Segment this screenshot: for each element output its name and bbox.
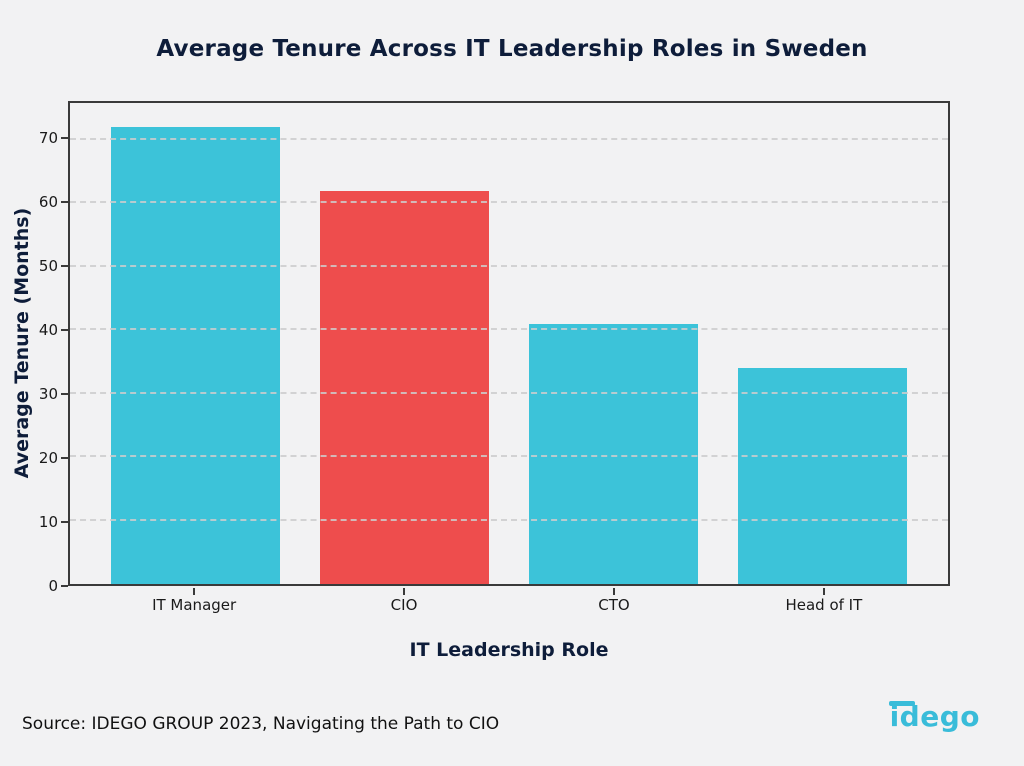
- idego-logo: idego: [888, 700, 980, 733]
- logo-text: idego: [889, 700, 980, 733]
- logo-macron-bar: [888, 701, 915, 706]
- gridline-10: [70, 518, 948, 521]
- ytick-mark-10: [61, 521, 68, 524]
- bar-cto: [528, 323, 699, 584]
- ytick-mark-70: [61, 137, 68, 140]
- y-axis-label: Average Tenure (Months): [11, 207, 33, 479]
- bar-cio: [319, 190, 490, 584]
- ytick-mark-40: [61, 329, 68, 332]
- bars-layer: [70, 103, 948, 584]
- ytick-mark-20: [61, 457, 68, 460]
- xtick-mark-0: [193, 588, 196, 595]
- xtick-label-cto: CTO: [598, 596, 630, 614]
- gridline-60: [70, 201, 948, 204]
- xtick-label-cio: CIO: [390, 596, 418, 614]
- ytick-label-10: 10: [38, 513, 58, 532]
- ytick-label-50: 50: [38, 257, 58, 276]
- chart-title: Average Tenure Across IT Leadership Role…: [156, 36, 868, 62]
- gridline-40: [70, 328, 948, 331]
- ytick-label-30: 30: [38, 385, 58, 404]
- gridline-50: [70, 264, 948, 267]
- xtick-mark-2: [612, 588, 615, 595]
- ytick-label-70: 70: [38, 129, 58, 148]
- ytick-mark-0: [61, 585, 68, 587]
- ytick-label-40: 40: [38, 321, 58, 340]
- ytick-mark-30: [61, 393, 68, 396]
- bar-it-manager: [110, 127, 281, 584]
- ytick-label-0: 0: [48, 577, 58, 595]
- gridline-30: [70, 391, 948, 394]
- grid-layer: [70, 103, 948, 584]
- source-attribution: Source: IDEGO GROUP 2023, Navigating the…: [22, 714, 500, 734]
- xtick-label-head-of-it: Head of IT: [785, 596, 863, 614]
- x-axis-label: IT Leadership Role: [409, 639, 609, 661]
- xtick-mark-3: [822, 588, 825, 595]
- plot-area: [68, 101, 950, 586]
- gridline-70: [70, 137, 948, 140]
- bar-head-of-it: [737, 368, 908, 584]
- ytick-mark-60: [61, 201, 68, 204]
- gridline-20: [70, 455, 948, 458]
- xtick-mark-1: [403, 588, 406, 595]
- ytick-mark-50: [61, 265, 68, 268]
- ytick-label-60: 60: [38, 193, 58, 212]
- ytick-label-20: 20: [38, 449, 58, 468]
- xtick-label-it-manager: IT Manager: [152, 596, 237, 614]
